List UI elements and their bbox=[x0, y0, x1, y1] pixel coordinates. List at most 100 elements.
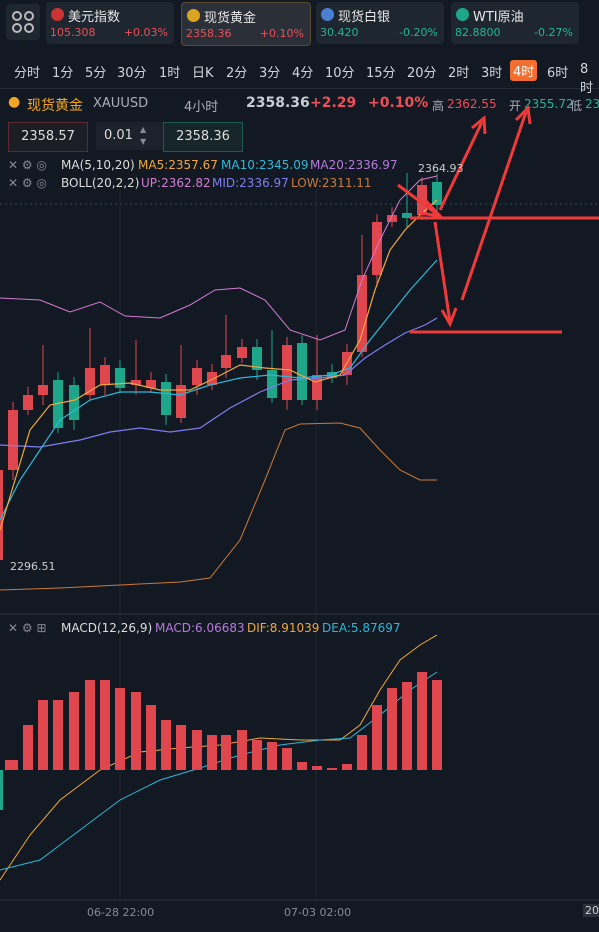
timeframe[interactable]: 20分 bbox=[407, 66, 437, 81]
boll-icons[interactable]: ✕ ⚙ ◎ bbox=[8, 176, 47, 190]
period[interactable]: 4小时 bbox=[184, 100, 219, 115]
tab-price: 2358.36 bbox=[186, 27, 232, 40]
timeframe[interactable]: 8时 bbox=[580, 62, 594, 96]
tab-change: -0.27% bbox=[534, 26, 573, 39]
boll-mid-line bbox=[0, 317, 438, 448]
candle-body bbox=[69, 385, 79, 420]
macd-bar bbox=[8, 760, 18, 770]
tab-price: 82.8800 bbox=[455, 26, 501, 39]
ma10-line bbox=[0, 259, 438, 521]
timeframe[interactable]: 2分 bbox=[226, 66, 248, 81]
ma-name: MA(5,10,20) bbox=[61, 158, 135, 172]
timeframe[interactable]: 15分 bbox=[366, 66, 396, 81]
candle-body bbox=[192, 368, 202, 385]
macd-bar bbox=[176, 725, 186, 770]
candle-body bbox=[252, 347, 262, 370]
price: 2358.36 bbox=[246, 95, 310, 111]
ma-icons[interactable]: ✕ ⚙ ◎ bbox=[8, 158, 47, 172]
dea-line bbox=[0, 671, 438, 871]
boll-name: BOLL(20,2,2) bbox=[61, 176, 140, 190]
candle-body bbox=[23, 395, 33, 410]
timeframe[interactable]: 日K bbox=[192, 66, 214, 81]
tab-change: +0.10% bbox=[259, 27, 304, 40]
candle-body bbox=[207, 372, 217, 385]
macd-icons[interactable]: ✕ ⚙ ⊞ bbox=[8, 621, 47, 635]
tab-icon bbox=[51, 8, 64, 21]
candle-body bbox=[131, 380, 141, 385]
dif-value: DIF:8.91039 bbox=[247, 621, 320, 635]
ma10: MA10:2345.09 bbox=[221, 158, 309, 172]
candle-body bbox=[100, 365, 110, 385]
buy-price[interactable]: 2358.36 bbox=[163, 122, 243, 152]
timeframe[interactable]: 2时 bbox=[448, 66, 470, 81]
timeframe[interactable]: 3分 bbox=[259, 66, 281, 81]
timeframe[interactable]: 3时 bbox=[481, 66, 503, 81]
macd-bar bbox=[387, 688, 397, 770]
boll-low: LOW:2311.11 bbox=[291, 176, 372, 190]
market-tab[interactable]: WTI原油 82.8800 -0.27% bbox=[451, 2, 579, 44]
candle-body bbox=[8, 410, 18, 470]
candle-body bbox=[176, 385, 186, 418]
macd-name: MACD(12,26,9) bbox=[61, 621, 153, 635]
macd-bar bbox=[342, 764, 352, 770]
candle-body bbox=[357, 275, 367, 352]
macd-bar bbox=[0, 770, 3, 810]
timeframe[interactable]: 1分 bbox=[52, 66, 74, 81]
macd-bar bbox=[417, 672, 427, 770]
ma5: MA5:2357.67 bbox=[138, 158, 218, 172]
stepper[interactable]: ▲ ▼ bbox=[140, 125, 147, 146]
timeframe[interactable]: 4时 bbox=[510, 60, 538, 81]
dea-value: DEA:5.87697 bbox=[322, 621, 401, 635]
timeframe[interactable]: 分时 bbox=[14, 66, 41, 81]
tab-name: 现货黄金 bbox=[204, 11, 257, 26]
timeframe[interactable]: 10分 bbox=[325, 66, 355, 81]
timeframe[interactable]: 30分 bbox=[117, 66, 147, 81]
candle-body bbox=[312, 375, 322, 400]
boll-up: UP:2362.82 bbox=[141, 176, 211, 190]
dif-line bbox=[0, 634, 438, 881]
candle-body bbox=[38, 385, 48, 395]
candle-body bbox=[417, 185, 427, 215]
candle-body bbox=[282, 345, 292, 400]
macd-bar bbox=[327, 768, 337, 770]
macd-bar bbox=[23, 725, 33, 770]
sell-price[interactable]: 2358.57 bbox=[8, 122, 88, 152]
candle-body bbox=[237, 347, 247, 358]
percent: +0.10% bbox=[368, 95, 429, 111]
grid-button[interactable] bbox=[6, 4, 40, 40]
market-tab[interactable]: 美元指数 105.308 +0.03% bbox=[46, 2, 174, 44]
macd-bar bbox=[312, 766, 322, 770]
macd-bar bbox=[252, 740, 262, 770]
open-label: 开 bbox=[509, 99, 522, 113]
max-label: 2364.93 bbox=[418, 162, 464, 175]
symbol-dot: ● bbox=[8, 94, 21, 110]
ma20: MA20:2336.97 bbox=[310, 158, 398, 172]
candle-body bbox=[146, 380, 156, 388]
timeframe[interactable]: 6时 bbox=[547, 66, 569, 81]
ma5-line bbox=[0, 199, 438, 531]
timeframe[interactable]: 4分 bbox=[292, 66, 314, 81]
candle-body bbox=[0, 470, 3, 560]
candle-body bbox=[372, 222, 382, 275]
x-label: 07-03 02:00 bbox=[284, 906, 352, 919]
grid bbox=[0, 190, 599, 900]
market-tab[interactable]: 现货白银 30.420 -0.20% bbox=[316, 2, 444, 44]
symbol-code[interactable]: XAUUSD bbox=[93, 96, 149, 111]
change: +2.29 bbox=[310, 95, 357, 111]
timeframe[interactable]: 5分 bbox=[85, 66, 107, 81]
symbol-name[interactable]: 现货黄金 bbox=[27, 98, 83, 114]
candle-body bbox=[221, 355, 231, 368]
macd-bar bbox=[38, 700, 48, 770]
market-tab[interactable]: 现货黄金 2358.36 +0.10% bbox=[181, 2, 311, 46]
divider bbox=[0, 88, 599, 89]
x-label: 20 bbox=[583, 904, 599, 917]
macd-bar bbox=[282, 748, 292, 770]
candle-body bbox=[327, 372, 337, 378]
candle-body bbox=[115, 368, 125, 388]
timeframe[interactable]: 1时 bbox=[159, 66, 181, 81]
tab-price: 105.308 bbox=[50, 26, 96, 39]
macd-bar bbox=[297, 762, 307, 770]
lot-input[interactable]: 0.01 bbox=[96, 122, 166, 150]
